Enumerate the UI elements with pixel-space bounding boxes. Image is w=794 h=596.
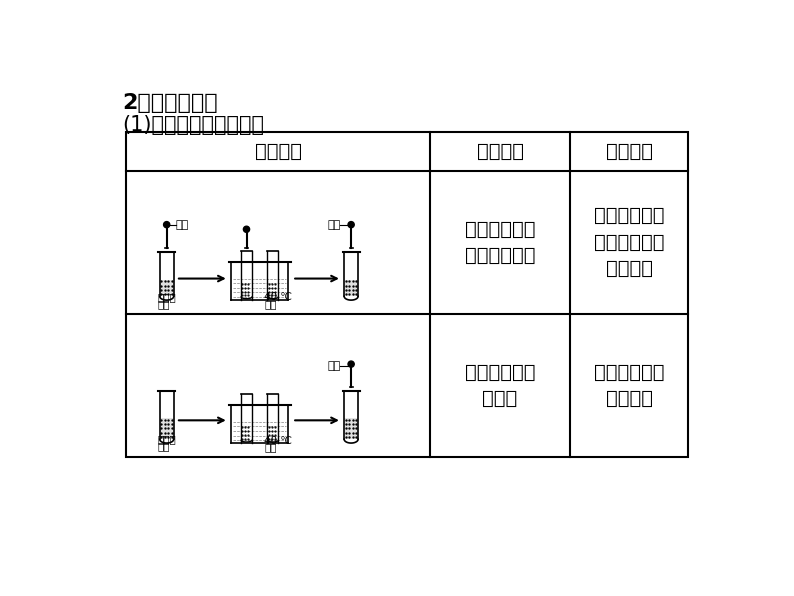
Text: 实验内容: 实验内容 — [255, 142, 302, 161]
Text: 淀粉在酶的催
化作用下发生
水解反应: 淀粉在酶的催 化作用下发生 水解反应 — [594, 206, 665, 278]
Circle shape — [244, 226, 249, 232]
Text: 碘水: 碘水 — [327, 361, 341, 371]
Polygon shape — [160, 418, 174, 439]
Text: 溶液: 溶液 — [157, 299, 170, 309]
Polygon shape — [344, 418, 358, 439]
Text: 水浴: 水浴 — [264, 443, 277, 452]
Circle shape — [164, 222, 170, 228]
Text: (1)淀粉和葡萄糖的检验: (1)淀粉和葡萄糖的检验 — [122, 114, 264, 135]
Text: 稀淀粉: 稀淀粉 — [157, 434, 176, 444]
Text: 实验现象: 实验现象 — [476, 142, 523, 161]
Text: 2．结构与性质: 2．结构与性质 — [122, 93, 218, 113]
Text: 碘水: 碘水 — [327, 220, 341, 229]
Text: 加入碘水后溶
液变蓝: 加入碘水后溶 液变蓝 — [464, 363, 535, 408]
Text: 唾液: 唾液 — [176, 220, 189, 229]
Polygon shape — [344, 280, 358, 296]
Text: 40 ℃: 40 ℃ — [264, 293, 292, 302]
Text: 淀粉没有发生
水解反应: 淀粉没有发生 水解反应 — [594, 363, 665, 408]
Text: 稀淀粉: 稀淀粉 — [157, 293, 176, 302]
Circle shape — [348, 222, 354, 228]
Text: 加入碘水后溶
液无明显现象: 加入碘水后溶 液无明显现象 — [464, 219, 535, 265]
Text: 实验结论: 实验结论 — [606, 142, 653, 161]
Polygon shape — [160, 280, 174, 296]
Text: 40 ℃: 40 ℃ — [264, 436, 292, 446]
Circle shape — [348, 361, 354, 367]
Text: 溶液: 溶液 — [157, 441, 170, 451]
Text: 水浴: 水浴 — [264, 299, 277, 309]
